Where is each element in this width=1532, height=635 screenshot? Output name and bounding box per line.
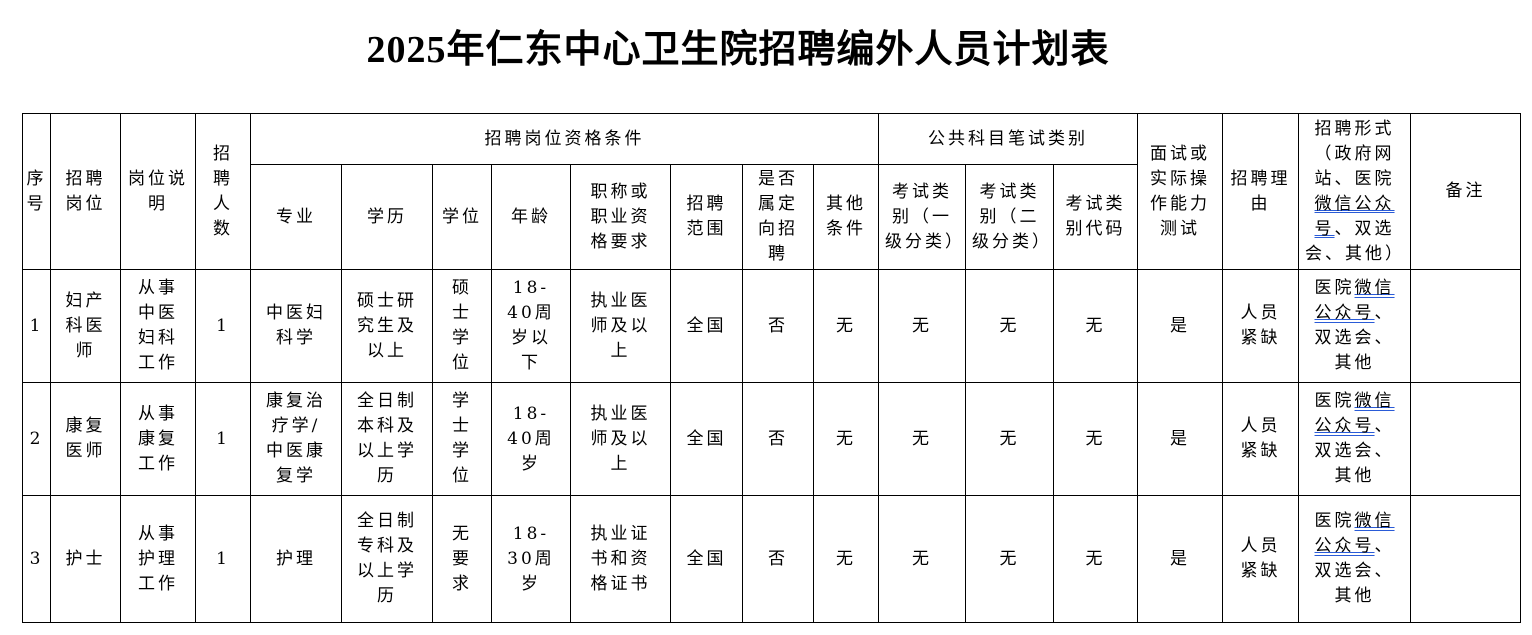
cell-major: 中医妇科学 <box>250 269 342 383</box>
cell-scope: 全国 <box>670 495 743 623</box>
cell-desc: 从事护理工作 <box>120 495 196 623</box>
header-reason: 招聘理由 <box>1222 113 1300 270</box>
cell-count: 1 <box>195 382 251 496</box>
form-text: 、双选会、其他） <box>1305 218 1406 264</box>
header-degree: 学位 <box>432 164 492 270</box>
header-seq: 序号 <box>22 113 51 270</box>
cell-age: 18-40周岁以下 <box>491 269 571 383</box>
table-row: 1 妇产科医师 从事中医妇科工作 1 中医妇科学 硕士研究生及以上 硕士学位 18-40周岁以… <box>22 269 1522 383</box>
form-link-text: 微信公众号 <box>1314 391 1395 436</box>
cell-form: 医院微信公众号、双选会、其他 <box>1298 382 1412 496</box>
cell-age: 18-30周岁 <box>491 495 571 623</box>
header-remark: 备注 <box>1410 113 1522 270</box>
form-link-text: 微信公众号 <box>1314 278 1395 323</box>
recruitment-table: 序号 招聘岗位 岗位说明 招聘人数 招聘岗位资格条件 公共科目笔试类别 面试或实… <box>22 113 1522 623</box>
cell-seq: 1 <box>22 269 51 383</box>
cell-scope: 全国 <box>670 269 743 383</box>
cell-reason: 人员紧缺 <box>1222 269 1300 383</box>
cell-position: 康复医师 <box>50 382 121 496</box>
header-interview: 面试或实际操作能力测试 <box>1137 113 1224 270</box>
form-text: 医院 <box>1314 511 1355 531</box>
cell-age: 18-40周岁 <box>491 382 571 496</box>
cell-exam-l2: 无 <box>965 495 1054 623</box>
form-text: 、双选会、其他 <box>1314 303 1395 373</box>
cell-degree: 硕士学位 <box>432 269 492 383</box>
form-text: 医院 <box>1314 391 1355 411</box>
header-scope: 招聘范围 <box>670 164 743 270</box>
cell-other: 无 <box>813 269 879 383</box>
header-desc: 岗位说明 <box>120 113 196 270</box>
form-text: 医院 <box>1314 278 1355 298</box>
cell-remark <box>1410 269 1522 383</box>
header-qualification: 招聘岗位资格条件 <box>250 113 879 165</box>
cell-position: 护士 <box>50 495 121 623</box>
cell-form: 医院微信公众号、双选会、其他 <box>1298 495 1412 623</box>
cell-exam-code: 无 <box>1052 495 1139 623</box>
page-title: 2025年仁东中心卫生院招聘编外人员计划表 <box>366 29 1110 71</box>
header-exam: 公共科目笔试类别 <box>877 113 1139 165</box>
cell-interview: 是 <box>1137 382 1224 496</box>
header-education: 学历 <box>341 164 433 270</box>
cell-seq: 3 <box>22 495 51 623</box>
cell-targeted: 否 <box>742 495 814 623</box>
header-exam-code: 考试类别代码 <box>1052 164 1139 270</box>
cell-degree: 学士学位 <box>432 382 492 496</box>
cell-seq: 2 <box>22 382 51 496</box>
cell-other: 无 <box>813 495 879 623</box>
form-link-text: 微信公众号 <box>1314 193 1395 239</box>
cell-reason: 人员紧缺 <box>1222 495 1300 623</box>
table-row: 3 护士 从事护理工作 1 护理 全日制专科及以上学历 无要求 18-30周岁 执业证书和资格证… <box>22 495 1522 623</box>
form-link-text: 微信公众号 <box>1314 511 1395 556</box>
cell-exam-l1: 无 <box>878 495 966 623</box>
form-text: 招聘形式（政府网站、医院 <box>1314 118 1395 189</box>
cell-exam-l2: 无 <box>965 382 1054 496</box>
cell-exam-l1: 无 <box>878 269 966 383</box>
cell-targeted: 否 <box>742 382 814 496</box>
cell-remark <box>1410 495 1522 623</box>
header-age: 年龄 <box>491 164 571 270</box>
cell-exam-l1: 无 <box>878 382 966 496</box>
cell-degree: 无要求 <box>432 495 492 623</box>
form-text: 、双选会、其他 <box>1314 536 1395 606</box>
header-count: 招聘人数 <box>195 113 251 270</box>
header-title-req: 职称或职业资格要求 <box>570 164 671 270</box>
cell-major: 护理 <box>250 495 342 623</box>
cell-other: 无 <box>813 382 879 496</box>
cell-exam-code: 无 <box>1052 382 1139 496</box>
table-row: 2 康复医师 从事康复工作 1 康复治疗学/中医康复学 全日制本科及以上学历 学士学位 18-… <box>22 382 1522 496</box>
cell-education: 全日制专科及以上学历 <box>341 495 433 623</box>
cell-title-req: 执业医师及以上 <box>570 269 671 383</box>
cell-form: 医院微信公众号、双选会、其他 <box>1298 269 1412 383</box>
header-targeted: 是否属定向招聘 <box>742 164 814 270</box>
cell-remark <box>1410 382 1522 496</box>
cell-exam-code: 无 <box>1052 269 1139 383</box>
cell-desc: 从事康复工作 <box>120 382 196 496</box>
header-exam-l2: 考试类别（二级分类） <box>965 164 1054 270</box>
cell-education: 全日制本科及以上学历 <box>341 382 433 496</box>
cell-targeted: 否 <box>742 269 814 383</box>
cell-position: 妇产科医师 <box>50 269 121 383</box>
header-major: 专业 <box>250 164 342 270</box>
cell-exam-l2: 无 <box>965 269 1054 383</box>
cell-count: 1 <box>195 269 251 383</box>
cell-title-req: 执业证书和资格证书 <box>570 495 671 623</box>
header-form: 招聘形式（政府网站、医院微信公众号、双选会、其他） <box>1298 113 1412 270</box>
cell-reason: 人员紧缺 <box>1222 382 1300 496</box>
cell-major: 康复治疗学/中医康复学 <box>250 382 342 496</box>
cell-count: 1 <box>195 495 251 623</box>
header-other: 其他条件 <box>813 164 879 270</box>
header-position: 招聘岗位 <box>50 113 121 270</box>
cell-interview: 是 <box>1137 269 1224 383</box>
header-exam-l1: 考试类别（一级分类） <box>878 164 966 270</box>
cell-scope: 全国 <box>670 382 743 496</box>
form-text: 、双选会、其他 <box>1314 416 1395 486</box>
cell-desc: 从事中医妇科工作 <box>120 269 196 383</box>
cell-education: 硕士研究生及以上 <box>341 269 433 383</box>
cell-interview: 是 <box>1137 495 1224 623</box>
cell-title-req: 执业医师及以上 <box>570 382 671 496</box>
